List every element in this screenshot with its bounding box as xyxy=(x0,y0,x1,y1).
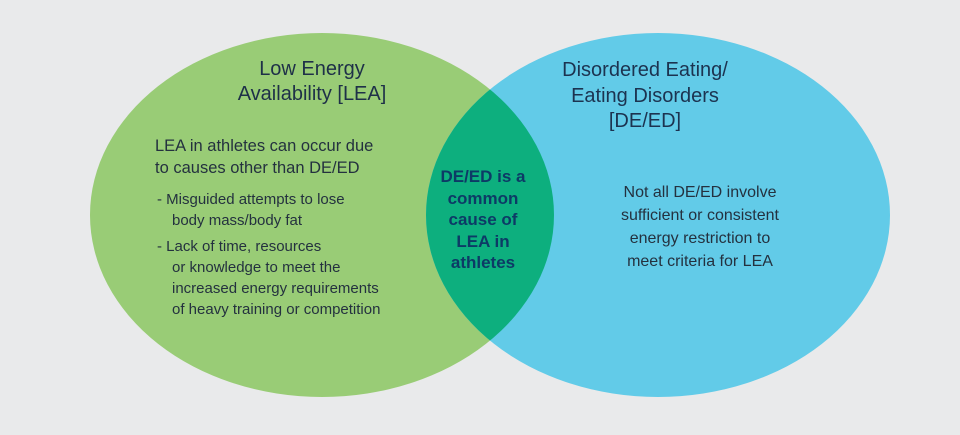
deed-title-line-3: [DE/ED] xyxy=(608,110,682,132)
lea-bullet-lack-of-time: - Lack of time, resources or knowledge t… xyxy=(157,236,380,320)
deed-title-line-2: Eating Disorders xyxy=(571,84,719,107)
lea-title-line-2: Availability [LEA] xyxy=(237,83,387,105)
overlap-line-5: athletes xyxy=(450,253,516,272)
lea-ellipse xyxy=(90,33,554,397)
overlap-line-4: LEA in xyxy=(456,231,510,251)
deed-description: Not all DE/ED involve sufficient or cons… xyxy=(590,181,810,273)
deed-ellipse xyxy=(426,33,890,397)
lea-description-line-1: LEA in athletes can occur due xyxy=(155,137,374,155)
lea-bullet-2-line-3: increased energy requirements xyxy=(172,280,379,297)
overlap-line-3: cause of xyxy=(448,210,518,229)
deed-description-line-4: meet criteria for LEA xyxy=(627,253,773,270)
deed-title-line-1: Disordered Eating/ xyxy=(562,59,728,81)
deed-description-line-2: sufficient or consistent xyxy=(620,207,779,224)
lea-bullet-1-line-2: body mass/body fat xyxy=(172,212,303,229)
lea-bullet-1-line-1: - Misguided attempts to lose xyxy=(157,191,345,208)
lea-description: LEA in athletes can occur due to causes … xyxy=(155,135,373,179)
overlap-line-1: DE/ED is a xyxy=(440,167,526,186)
deed-title: Disordered Eating/ Eating Disorders [DE/… xyxy=(519,58,771,135)
lea-bullet-misguided-attempts: - Misguided attempts to lose body mass/b… xyxy=(157,189,345,231)
lea-bullet-2-line-2: or knowledge to meet the xyxy=(172,259,341,276)
lea-title-line-1: Low Energy xyxy=(259,58,365,80)
lea-description-line-2: to causes other than DE/ED xyxy=(155,159,360,177)
overlap-line-2: common xyxy=(447,188,519,208)
lea-bullet-2-line-1: - Lack of time, resources xyxy=(157,238,322,255)
lea-bullet-2-line-4: of heavy training or competition xyxy=(172,301,381,318)
deed-description-line-1: Not all DE/ED involve xyxy=(623,184,777,201)
overlap-label: DE/ED is a common cause of LEA in athlet… xyxy=(408,166,558,274)
deed-description-line-3: energy restriction to xyxy=(629,230,771,247)
lea-title: Low Energy Availability [LEA] xyxy=(162,57,462,107)
